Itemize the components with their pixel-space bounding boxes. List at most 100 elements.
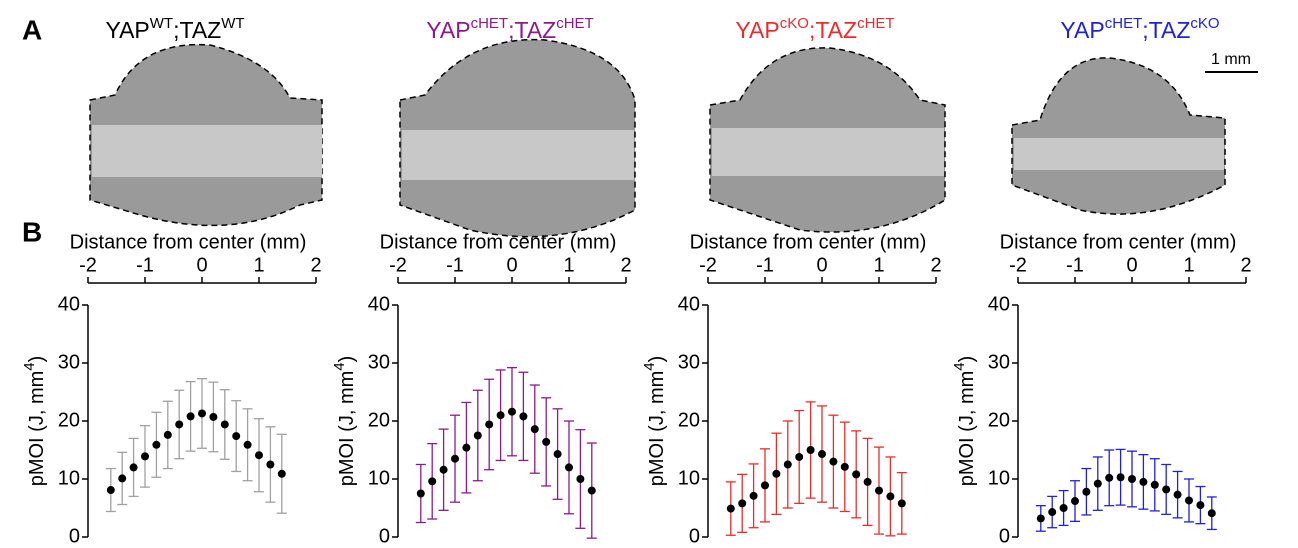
y-tick-label: 30 (988, 351, 1010, 373)
x-tick-label: 1 (563, 254, 574, 276)
data-point (863, 477, 872, 486)
panel-label: A (22, 14, 42, 45)
data-point (416, 489, 425, 498)
data-point (738, 499, 747, 508)
label-part: ) (646, 356, 668, 363)
x-tick-label: -2 (699, 254, 717, 276)
data-point (220, 420, 229, 429)
data-point (1059, 504, 1068, 512)
superscript: cKO (780, 15, 809, 32)
data-point (726, 504, 735, 513)
x-axis-label: Distance from center (mm) (690, 231, 927, 253)
data-point (473, 431, 482, 440)
genotype-title: YAPWT;TAZWT (105, 15, 244, 43)
y-tick-label: 0 (379, 525, 390, 547)
data-point (1162, 485, 1171, 494)
x-tick-label: -1 (1066, 254, 1084, 276)
genotype-title: YAPcKO;TAZcHET (735, 15, 894, 43)
ct-bone (92, 125, 1224, 180)
x-tick-label: -1 (756, 254, 774, 276)
data-point (783, 460, 792, 469)
data-point (428, 477, 437, 486)
data-point (530, 425, 539, 434)
data-point (209, 412, 218, 421)
data-point (553, 450, 562, 459)
superscript: cHET (1105, 15, 1143, 32)
superscript: cHET (857, 15, 895, 32)
superscript: cHET (556, 15, 594, 32)
title-part: YAP (1060, 17, 1104, 43)
data-point (829, 457, 838, 466)
panel-label: B (22, 216, 42, 247)
label-part: pMOI (J, mm (646, 371, 668, 487)
data-point (1196, 501, 1205, 510)
label-part: ) (956, 356, 978, 363)
y-tick-label: 20 (58, 409, 80, 431)
label-part: pMOI (J, mm (26, 371, 48, 487)
y-tick-label: 30 (58, 351, 80, 373)
y-axis-label: pMOI (J, mm4) (641, 356, 668, 487)
x-tick-label: 2 (310, 254, 321, 276)
title-part: YAP (105, 17, 149, 43)
data-point (439, 465, 448, 474)
data-point (266, 460, 275, 469)
y-axis-label: pMOI (J, mm4) (331, 356, 358, 487)
data-point (129, 463, 138, 472)
x-tick-label: 1 (873, 254, 884, 276)
data-point (243, 440, 252, 449)
superscript: cHET (471, 15, 509, 32)
data-point (186, 412, 195, 421)
superscript: cKO (1190, 15, 1219, 32)
title-part: ;TAZ (508, 17, 556, 43)
title-part: YAP (426, 17, 470, 43)
data-point (462, 443, 471, 452)
title-part: ;TAZ (809, 17, 857, 43)
data-point (1082, 487, 1091, 496)
data-point (897, 499, 906, 508)
scale-bar-label: 1 mm (1211, 51, 1251, 68)
x-tick-label: 0 (196, 254, 207, 276)
bone-shaft (712, 128, 944, 176)
data-point (818, 450, 826, 459)
x-axis-label: Distance from center (mm) (380, 231, 617, 253)
data-point (1185, 496, 1193, 505)
bone-shaft (92, 125, 322, 177)
data-point (840, 462, 849, 471)
data-point (1116, 473, 1125, 482)
title-part: ;TAZ (173, 17, 221, 43)
data-point (508, 407, 516, 416)
data-point (175, 420, 184, 429)
x-tick-label: 2 (620, 254, 631, 276)
data-point (485, 420, 494, 429)
y-tick-label: 20 (988, 409, 1010, 431)
x-axis-label: Distance from center (mm) (1000, 231, 1237, 253)
data-point (1036, 514, 1045, 523)
data-point (277, 469, 286, 478)
title-part: YAP (735, 17, 779, 43)
y-tick-label: 20 (678, 409, 700, 431)
y-tick-label: 0 (999, 525, 1010, 547)
label-part: ) (336, 356, 358, 363)
data-point (852, 470, 861, 479)
data-point (1048, 508, 1057, 517)
y-tick-label: 0 (69, 525, 80, 547)
y-tick-label: 20 (368, 409, 390, 431)
x-tick-label: 0 (506, 254, 517, 276)
data-point (232, 432, 241, 441)
y-tick-label: 40 (368, 293, 390, 315)
x-tick-label: -1 (446, 254, 464, 276)
data-point (1173, 490, 1182, 499)
y-tick-label: 30 (368, 351, 390, 373)
superscript: 4 (21, 362, 38, 370)
data-point (565, 463, 573, 472)
data-point (795, 452, 804, 461)
y-tick-label: 10 (368, 467, 390, 489)
label-part: ) (26, 356, 48, 363)
data-point (1150, 480, 1159, 489)
y-tick-label: 10 (678, 467, 700, 489)
data-point (496, 411, 505, 420)
bone-shaft (1014, 138, 1224, 170)
genotype-title: YAPcHET;TAZcKO (1060, 15, 1219, 43)
data-point (542, 437, 551, 446)
